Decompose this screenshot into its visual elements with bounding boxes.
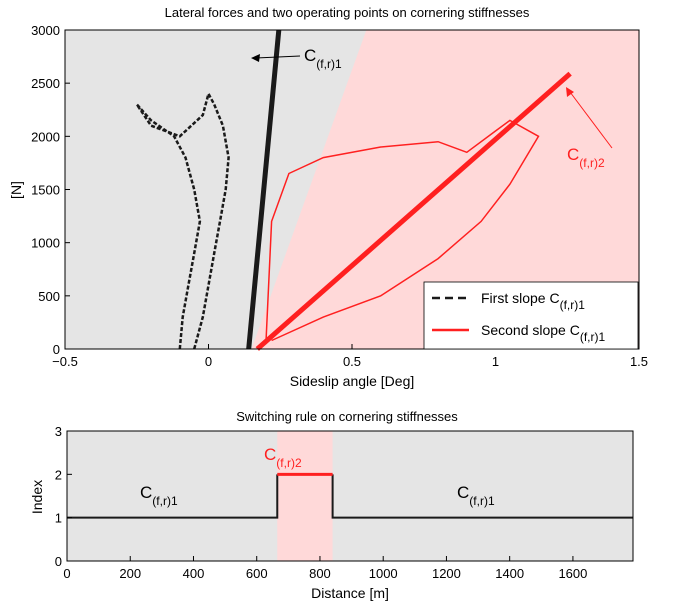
- bottom-x-tick-label: 0: [63, 566, 70, 581]
- bottom-label-mid-base: C: [264, 445, 276, 464]
- top-x-tick-label: 1: [492, 354, 499, 369]
- bottom-index-line: [67, 472, 633, 519]
- bottom-x-axis-label: Distance [m]: [311, 585, 389, 601]
- top-y-tick-label: 1500: [31, 183, 60, 198]
- bottom-x-tick-label: 200: [119, 566, 141, 581]
- top-y-tick-label: 2000: [31, 129, 60, 144]
- bottom-plot-frame: [66, 430, 634, 562]
- bottom-x-tick-label: 1200: [432, 566, 461, 581]
- svg-text:C(f,r)2: C(f,r)2: [264, 445, 302, 470]
- first-slope-trace: [135, 90, 230, 350]
- legend-first-label: First slope C: [481, 290, 560, 306]
- annotation-second-sub: (f,r)2: [579, 156, 605, 170]
- second-slope-trace: [265, 119, 540, 344]
- bottom-label-left-sub: (f,r)1: [152, 494, 178, 508]
- bottom-region-backgrounds: [67, 431, 633, 561]
- top-x-tick-label: 0.5: [343, 354, 361, 369]
- svg-text:Second slope C(f,r)1: Second slope C(f,r)1: [481, 322, 606, 344]
- index-line-first: [67, 474, 633, 519]
- top-x-tick-label: 0: [205, 354, 212, 369]
- top-y-axis-label: [N]: [8, 181, 24, 199]
- top-y-tick-label: 2500: [31, 76, 60, 91]
- bottom-y-tick-label: 1: [55, 511, 62, 526]
- bottom-first-region: [67, 431, 633, 561]
- bottom-label-left-base: C: [140, 483, 152, 502]
- top-x-axis-label: Sideslip angle [Deg]: [290, 373, 415, 389]
- top-y-tick-label: 1000: [31, 236, 60, 251]
- annotation-second-base: C: [567, 145, 579, 164]
- annotation-second-slope: C(f,r)2: [566, 87, 613, 170]
- legend-first-sub: (f,r)1: [560, 298, 586, 312]
- bottom-second-region: [277, 431, 333, 561]
- bottom-y-axis-label: Index: [29, 480, 45, 514]
- annotation-first-slope: C(f,r)1: [251, 46, 342, 71]
- bottom-x-tick-label: 1400: [495, 566, 524, 581]
- bottom-chart-title: Switching rule on cornering stiffnesses: [236, 409, 458, 424]
- top-legend: First slope C(f,r)1 Second slope C(f,r)1: [423, 281, 639, 350]
- bottom-x-tick-label: 800: [309, 566, 331, 581]
- annotation-first-arrow-line: [255, 55, 301, 59]
- annotation-second-arrow-line: [569, 91, 613, 149]
- annotation-first-sub: (f,r)1: [316, 57, 342, 71]
- second-slope-line: [255, 71, 572, 351]
- legend-second-sub: (f,r)1: [580, 330, 606, 344]
- lateral-forces-chart: Lateral forces and two operating points …: [8, 5, 648, 389]
- annotation-first-base: C: [304, 46, 316, 65]
- top-y-ticks: 0 500 1000 1500 2000 2500 3000: [31, 23, 70, 357]
- bottom-x-tick-label: 600: [246, 566, 268, 581]
- top-chart-title: Lateral forces and two operating points …: [165, 5, 530, 20]
- top-x-tick-label: −0.5: [52, 354, 78, 369]
- top-x-ticks: −0.5 0 0.5 1 1.5: [52, 344, 648, 369]
- top-x-tick-label: 1.5: [630, 354, 648, 369]
- switching-rule-chart: Switching rule on cornering stiffnesses …: [29, 409, 634, 601]
- bottom-y-tick-label: 3: [55, 424, 62, 439]
- top-data-traces: [135, 29, 572, 351]
- legend-box: [423, 281, 639, 350]
- annotation-first-arrow-head: [251, 54, 260, 62]
- bottom-x-tick-label: 1000: [369, 566, 398, 581]
- first-slope-line: [246, 29, 282, 350]
- svg-text:C(f,r)1: C(f,r)1: [457, 483, 495, 508]
- annotation-second-arrow-head: [566, 87, 574, 97]
- top-y-tick-label: 0: [53, 342, 60, 357]
- bottom-y-tick-label: 2: [55, 467, 62, 482]
- bottom-label-right-sub: (f,r)1: [469, 494, 495, 508]
- bottom-x-tick-label: 1600: [558, 566, 587, 581]
- svg-text:C(f,r)1: C(f,r)1: [140, 483, 178, 508]
- bottom-x-ticks: 0 200 400 600 800 1000 1200 1400 1600: [63, 556, 587, 581]
- bottom-label-right-base: C: [457, 483, 469, 502]
- top-y-tick-label: 3000: [31, 23, 60, 38]
- svg-text:First slope C(f,r)1: First slope C(f,r)1: [481, 290, 585, 312]
- svg-text:C(f,r)1: C(f,r)1: [304, 46, 342, 71]
- legend-second-label: Second slope C: [481, 322, 580, 338]
- bottom-label-mid-sub: (f,r)2: [276, 456, 302, 470]
- svg-text:C(f,r)2: C(f,r)2: [567, 145, 605, 170]
- bottom-y-tick-label: 0: [55, 554, 62, 569]
- top-y-tick-label: 500: [38, 289, 60, 304]
- bottom-y-ticks: 0 1 2 3: [55, 424, 72, 569]
- bottom-x-tick-label: 400: [183, 566, 205, 581]
